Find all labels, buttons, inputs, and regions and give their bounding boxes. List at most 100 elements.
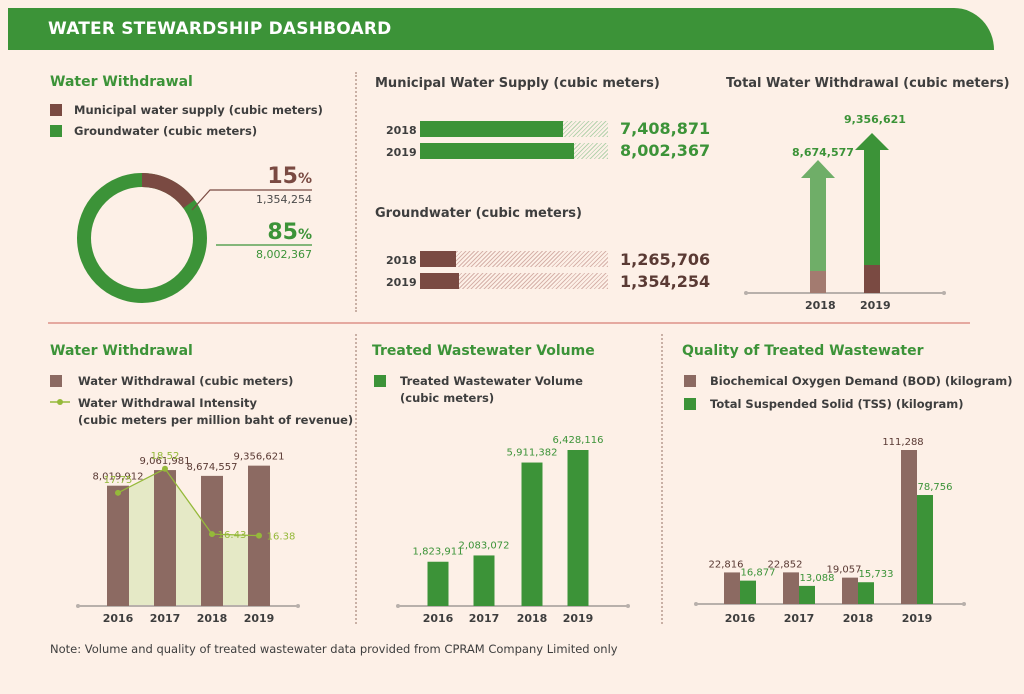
withdrawal-bar-2016 xyxy=(107,485,129,606)
bod-label-2017: 22,852 xyxy=(768,559,803,570)
wastewater-label-2016: 1,823,911 xyxy=(413,547,464,558)
wastewater-chart-title: Treated Wastewater Volume xyxy=(372,343,595,359)
wastewater-bar-2019 xyxy=(567,450,589,606)
x-axis-start xyxy=(396,604,400,608)
groundwater-year-2018: 2018 xyxy=(386,254,417,267)
intensity-label-2019: 16.38 xyxy=(267,532,296,543)
bod-bar-2017 xyxy=(783,572,799,604)
intensity-label-2017: 18.52 xyxy=(151,451,180,462)
bod-label-2018: 19,057 xyxy=(827,565,862,576)
x-axis-start xyxy=(694,602,698,606)
tss-bar-2017 xyxy=(799,585,815,604)
x-tick-2018: 2018 xyxy=(843,612,874,625)
municipal-bar-2019 xyxy=(420,143,575,159)
groundwater-value-2019: 1,354,254 xyxy=(620,272,711,291)
separator-top xyxy=(355,72,357,312)
x-axis-start xyxy=(76,604,80,608)
separator-bottom-right xyxy=(661,334,663,624)
legend-swatch-municipal xyxy=(50,104,62,116)
groundwater-percent: 85% xyxy=(250,220,312,245)
tss-bar-2018 xyxy=(858,582,874,604)
x-tick-2017: 2017 xyxy=(784,612,815,625)
withdrawal-donut-title: Water Withdrawal xyxy=(50,74,193,90)
groundwater-value-2018: 1,265,706 xyxy=(620,250,711,269)
legend-swatch-intensity xyxy=(50,399,70,405)
wastewater-label-2018: 5,911,382 xyxy=(507,448,558,459)
legend-label-tss: Total Suspended Solid (TSS) (kilogram) xyxy=(710,397,964,411)
intensity-line xyxy=(117,467,260,537)
page-title: WATER STEWARDSHIP DASHBOARD xyxy=(48,19,392,39)
x-axis-end xyxy=(296,604,300,608)
municipal-percent-number: 15 xyxy=(267,164,298,189)
x-tick-2016: 2016 xyxy=(423,612,454,625)
bod-label-2016: 22,816 xyxy=(709,559,744,570)
tss-label-2018: 15,733 xyxy=(859,569,894,580)
quality-chart: 22,816 22,852 19,057 111,288 16,877 13,088 15,… xyxy=(694,437,966,625)
arrow-2018 xyxy=(801,160,835,293)
withdrawal-label-2019: 9,356,621 xyxy=(234,452,285,463)
donut-slice-municipal xyxy=(77,173,207,303)
footnote: Note: Volume and quality of treated wast… xyxy=(50,642,618,656)
x-tick-2019: 2019 xyxy=(244,612,275,625)
tss-label-2017: 13,088 xyxy=(800,573,835,584)
withdrawal-label-2016: 8,019,912 xyxy=(93,472,144,483)
total-year-2019: 2019 xyxy=(860,299,891,312)
x-tick-2016: 2016 xyxy=(725,612,756,625)
intensity-point-2018 xyxy=(209,531,215,538)
municipal-supply-title: Municipal Water Supply (cubic meters) xyxy=(375,76,660,91)
legend-swatch-withdrawal xyxy=(50,375,62,387)
municipal-year-2019: 2019 xyxy=(386,146,417,159)
leader-line-municipal xyxy=(191,189,312,211)
intensity-point-2017 xyxy=(162,465,168,472)
tss-bar-2019 xyxy=(917,495,933,604)
municipal-percent-sign: % xyxy=(297,171,312,187)
legend-label-intensity-unit: (cubic meters per million baht of revenu… xyxy=(78,413,354,427)
legend-label-intensity: Water Withdrawal Intensity xyxy=(78,396,258,410)
donut-chart xyxy=(77,173,312,303)
intensity-area xyxy=(118,468,259,606)
x-tick-2017: 2017 xyxy=(150,612,181,625)
total-year-2018: 2018 xyxy=(805,299,836,312)
separator-bottom-left xyxy=(355,334,357,624)
x-axis-end xyxy=(626,604,630,608)
legend-label-bod: Biochemical Oxygen Demand (BOD) (kilogra… xyxy=(710,374,1013,388)
groundwater-percent-sign: % xyxy=(297,227,312,243)
municipal-bar-2018 xyxy=(420,121,563,137)
arrow-2019 xyxy=(855,133,889,293)
bod-bar-2019 xyxy=(901,450,917,604)
x-axis-end xyxy=(962,602,966,606)
intensity-point-2019 xyxy=(256,532,262,539)
arrow-2018-municipal-part xyxy=(810,271,826,293)
x-tick-2019: 2019 xyxy=(902,612,933,625)
groundwater-track-2019 xyxy=(420,273,608,289)
withdrawal-label-2017: 9,061,981 xyxy=(140,456,191,467)
groundwater-percent-number: 85 xyxy=(267,220,298,245)
bod-bar-2018 xyxy=(842,577,858,604)
withdrawal-bar-2017 xyxy=(154,470,176,606)
withdrawal-bar-2018 xyxy=(201,475,223,606)
municipal-value-2019: 8,002,367 xyxy=(620,141,711,160)
wastewater-bar-2016 xyxy=(427,561,449,606)
legend-swatch-tss xyxy=(684,398,696,410)
total-value-2019: 9,356,621 xyxy=(844,113,906,126)
bod-bar-2016 xyxy=(724,572,740,604)
legend-swatch-wastewater xyxy=(374,375,386,387)
x-tick-2016: 2016 xyxy=(103,612,134,625)
total-value-2018: 8,674,577 xyxy=(792,146,854,159)
withdrawal-label-2018: 8,674,557 xyxy=(187,462,238,473)
wastewater-label-2017: 2,083,072 xyxy=(459,540,510,551)
total-withdrawal-arrows xyxy=(744,133,946,295)
intensity-label-2018: 16.43 xyxy=(218,530,247,541)
wastewater-bar-2017 xyxy=(473,555,495,606)
total-axis-end xyxy=(942,291,946,295)
municipal-year-2018: 2018 xyxy=(386,124,417,137)
legend-label-withdrawal: Water Withdrawal (cubic meters) xyxy=(78,374,294,388)
arrow-2019-municipal-part xyxy=(864,265,880,293)
legend-swatch-groundwater xyxy=(50,125,62,137)
intensity-point-2016 xyxy=(115,489,121,496)
total-axis-start xyxy=(744,291,748,295)
municipal-value-2018: 7,408,871 xyxy=(620,119,711,138)
groundwater-year-2019: 2019 xyxy=(386,276,417,289)
x-tick-2017: 2017 xyxy=(469,612,500,625)
